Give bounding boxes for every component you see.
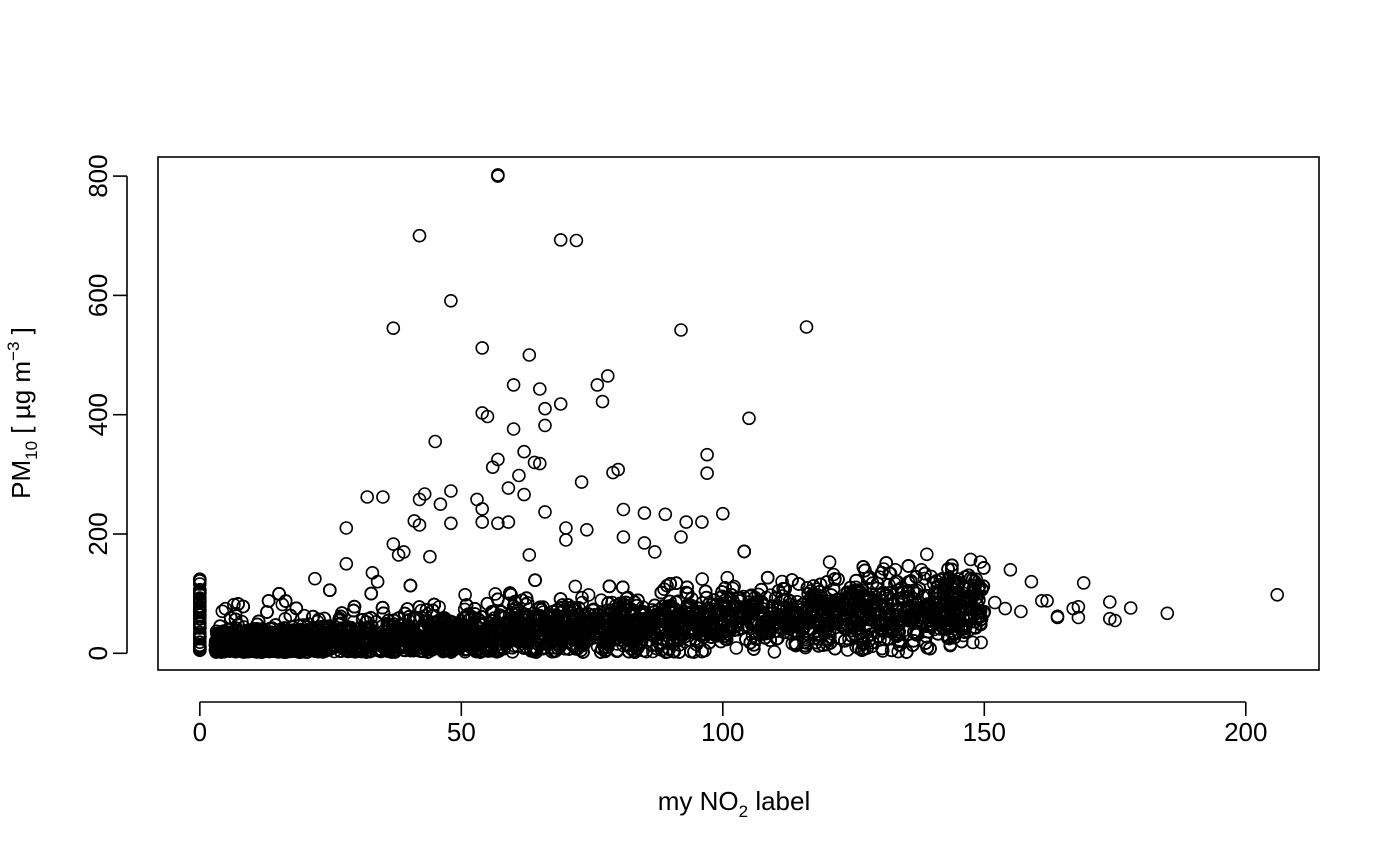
data-points: [193, 168, 1284, 659]
data-point: [575, 590, 589, 605]
data-point: [458, 587, 472, 602]
plot-frame: [157, 156, 1320, 671]
data-point: [695, 572, 710, 586]
data-point: [822, 555, 837, 569]
data-point: [767, 644, 782, 659]
data-point: [581, 588, 596, 602]
data-point: [974, 635, 988, 650]
data-point: [215, 604, 230, 619]
data-point: [729, 641, 744, 655]
data-point: [775, 574, 789, 589]
data-point: [568, 579, 583, 594]
data-point: [720, 570, 735, 585]
data-point: [963, 552, 978, 567]
